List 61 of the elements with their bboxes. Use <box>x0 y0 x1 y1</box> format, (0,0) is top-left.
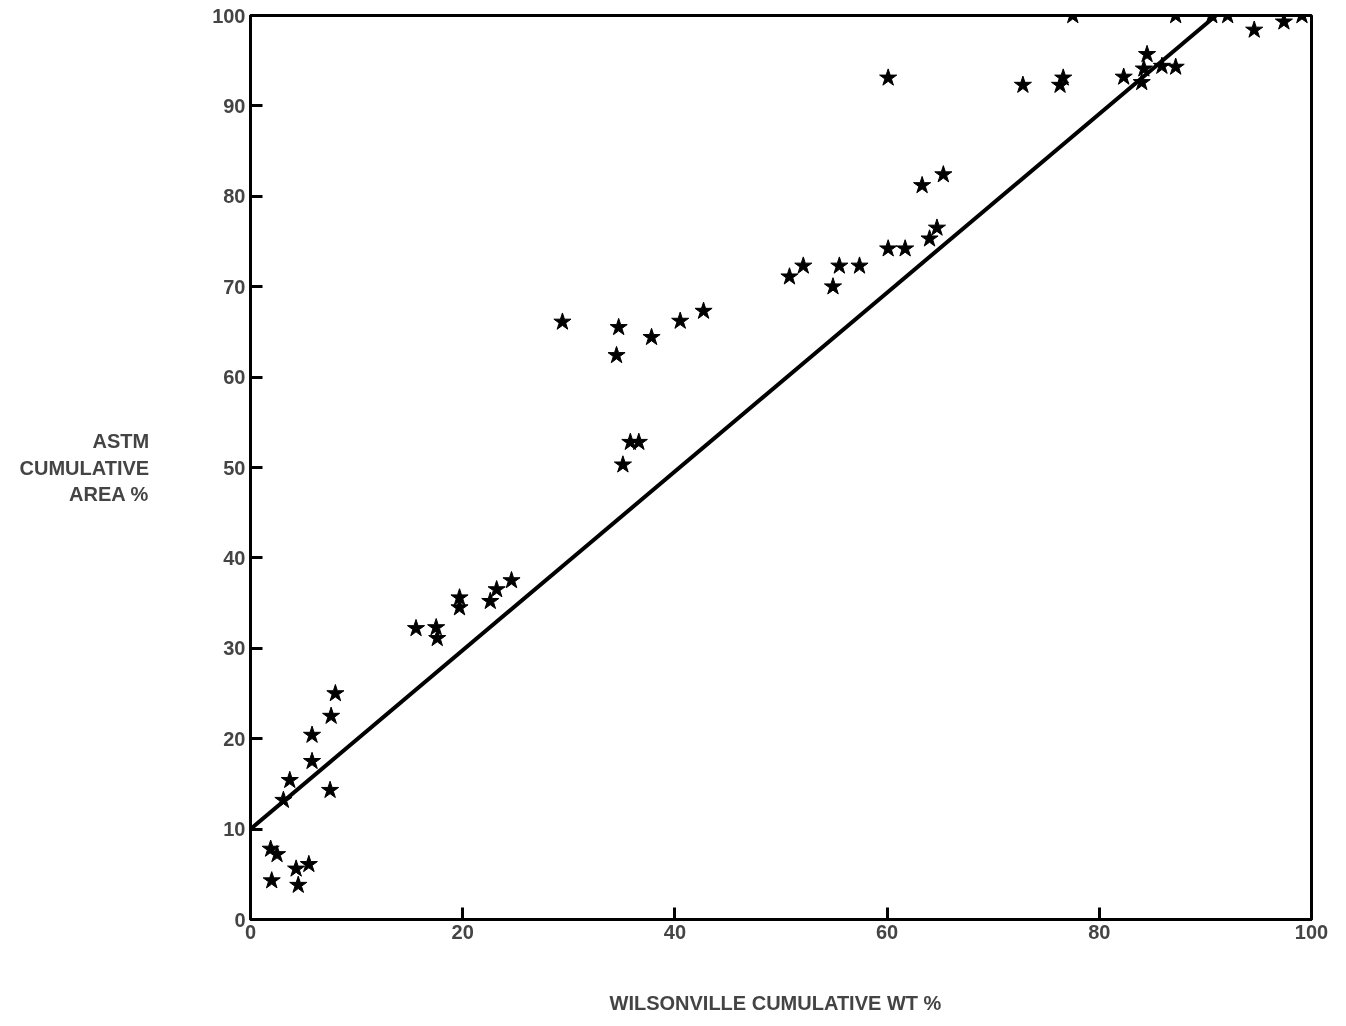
point <box>502 571 521 589</box>
point <box>262 871 281 889</box>
y-tick-label: 30 <box>223 637 246 660</box>
y-tick-label: 70 <box>223 275 246 298</box>
point <box>1054 68 1073 86</box>
point <box>287 859 306 877</box>
point <box>553 312 572 330</box>
point <box>1274 15 1293 30</box>
point <box>1013 75 1032 93</box>
y-tick-label: 90 <box>223 94 246 117</box>
point <box>1134 59 1153 77</box>
point <box>487 580 506 598</box>
point <box>406 618 426 637</box>
point <box>823 277 843 295</box>
y-tick-label: 100 <box>212 4 246 27</box>
x-axis-title: WILSONVILLE CUMULATIVE WT % <box>609 991 942 1014</box>
point <box>481 591 500 610</box>
point <box>299 854 318 873</box>
point <box>427 618 446 636</box>
point <box>1114 67 1133 85</box>
point <box>302 751 322 770</box>
point <box>794 256 813 274</box>
point <box>321 780 340 799</box>
point <box>879 239 898 257</box>
point <box>879 68 898 86</box>
point <box>607 345 626 364</box>
x-tick-label: 60 <box>875 920 899 943</box>
point <box>289 875 308 893</box>
point <box>920 229 939 247</box>
y-tick-label: 20 <box>223 727 246 750</box>
point <box>850 256 869 274</box>
x-tick-label: 100 <box>1294 920 1329 943</box>
point <box>830 256 849 274</box>
point <box>934 165 953 183</box>
y-tick-label: 40 <box>223 546 246 569</box>
y-tick-label: 80 <box>223 185 246 208</box>
point <box>280 770 299 789</box>
point <box>450 588 469 606</box>
y-tick-label: 10 <box>223 818 246 841</box>
point <box>267 844 287 863</box>
x-tick-label: 40 <box>663 920 687 943</box>
point <box>1245 20 1264 38</box>
point <box>642 327 661 346</box>
point <box>780 267 799 285</box>
point <box>927 218 947 236</box>
x-tick-label: 80 <box>1088 920 1111 943</box>
point <box>302 725 322 743</box>
point <box>694 301 713 319</box>
point <box>326 684 345 702</box>
point <box>609 317 628 336</box>
point <box>1137 44 1157 63</box>
point <box>322 706 341 724</box>
y-axis-title: ASTM CUMULATIVE AREA % <box>19 430 150 505</box>
point <box>896 239 915 257</box>
point <box>613 455 632 473</box>
y-tick-label: 50 <box>223 456 246 479</box>
point <box>1166 57 1185 75</box>
point <box>913 175 932 194</box>
x-tick-label: 20 <box>451 920 474 943</box>
point <box>671 311 690 329</box>
y-tick-label: 60 <box>223 366 246 389</box>
